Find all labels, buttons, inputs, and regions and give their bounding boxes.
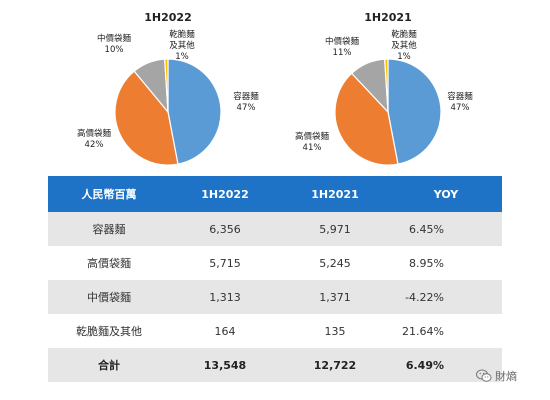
pie-label-1h2022-snack-noodles-other: 乾脆麵及其他 1% bbox=[169, 29, 195, 62]
pie-title-1h2021: 1H2021 bbox=[364, 11, 411, 24]
total-category: 合計 bbox=[48, 348, 170, 382]
header-category: 人民幣百萬 bbox=[48, 176, 170, 212]
pie-slice-1h2022-snack-noodles-other bbox=[164, 58, 169, 113]
row-1h2022: 6,356 bbox=[170, 212, 280, 246]
watermark: 財熵 bbox=[476, 368, 517, 384]
table-header-row: 人民幣百萬 1H2022 1H2021 YOY bbox=[48, 176, 502, 212]
wechat-icon bbox=[476, 369, 492, 382]
total-1h2021: 12,722 bbox=[280, 348, 390, 382]
row-category: 中價袋麵 bbox=[48, 280, 170, 314]
pie-label-1h2021-premium-bag-noodles: 高價袋麵 41% bbox=[295, 131, 330, 153]
table-row: 容器麵 6,356 5,971 6.45% bbox=[48, 212, 502, 246]
row-1h2022: 164 bbox=[214, 324, 236, 338]
row-1h2021: 5,245 bbox=[319, 256, 351, 270]
pie-slice-1h2021-snack-noodles-other bbox=[384, 58, 389, 113]
row-yoy: 8.95% bbox=[409, 256, 444, 270]
table-row: 中價袋麵 1,313 1,371 -4.22% bbox=[48, 280, 502, 314]
table-total-row: 合計 13,548 12,722 6.49% bbox=[48, 348, 502, 382]
header-1h2022: 1H2022 bbox=[170, 176, 280, 212]
row-category: 乾脆麵及其他 bbox=[76, 325, 142, 338]
table-row: 高價袋麵 5,715 5,245 8.95% bbox=[48, 246, 502, 280]
total-1h2022: 13,548 bbox=[170, 348, 280, 382]
row-1h2021: 1,371 bbox=[280, 280, 390, 314]
row-1h2022: 5,715 bbox=[209, 256, 241, 270]
header-yoy: YOY bbox=[390, 176, 502, 212]
pie-label-1h2022-premium-bag-noodles: 高價袋麵 42% bbox=[77, 128, 112, 150]
pie-slice-1h2021-container-noodles bbox=[387, 58, 442, 165]
pie-slice-1h2022-premium-bag-noodles bbox=[114, 70, 179, 166]
row-yoy: -4.22% bbox=[390, 280, 502, 314]
table-row: 乾脆麵及其他 164 135 21.64% bbox=[48, 314, 502, 348]
header-1h2021: 1H2021 bbox=[280, 176, 390, 212]
row-category: 高價袋麵 bbox=[87, 257, 131, 270]
row-category: 容器麵 bbox=[48, 212, 170, 246]
pie-label-1h2022-container-noodles: 容器麵 47% bbox=[233, 91, 259, 113]
pie-slice-1h2022-container-noodles bbox=[167, 58, 222, 165]
pie-title-1h2022: 1H2022 bbox=[144, 11, 191, 24]
row-1h2021: 5,971 bbox=[280, 212, 390, 246]
pie-slice-1h2021-premium-bag-noodles bbox=[334, 72, 399, 166]
row-yoy: 6.45% bbox=[390, 212, 502, 246]
row-1h2021: 135 bbox=[324, 324, 346, 338]
revenue-table-container: 人民幣百萬 1H2022 1H2021 YOY 容器麵 6,356 5,971 … bbox=[48, 176, 502, 382]
pie-charts: 1H2022 容器麵 47% 高價袋麵 42% 中價袋麵 10% 乾脆麵及其他 1% 1H2021… bbox=[77, 11, 473, 166]
pie-label-1h2021-container-noodles: 容器麵 47% bbox=[447, 91, 473, 113]
pie-label-1h2022-mid-bag-noodles: 中價袋麵 10% bbox=[97, 33, 132, 55]
row-yoy: 21.64% bbox=[402, 324, 444, 338]
pie-label-1h2021-snack-noodles-other: 乾脆麵及其他 1% bbox=[391, 29, 417, 62]
revenue-table: 人民幣百萬 1H2022 1H2021 YOY 容器麵 6,356 5,971 … bbox=[48, 176, 502, 382]
watermark-text: 財熵 bbox=[495, 370, 517, 383]
row-1h2022: 1,313 bbox=[170, 280, 280, 314]
pie-label-1h2021-mid-bag-noodles: 中價袋麵 11% bbox=[325, 36, 360, 58]
